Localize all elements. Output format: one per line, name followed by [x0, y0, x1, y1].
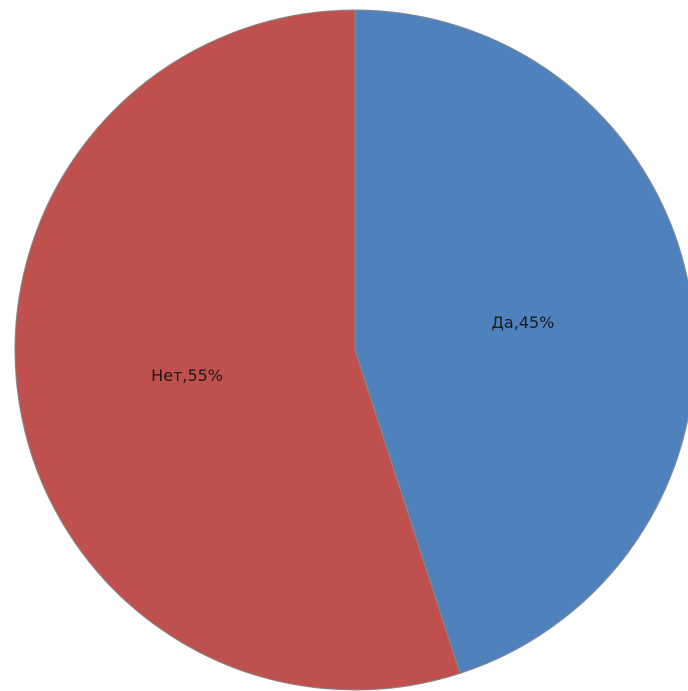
- pie-slice: [354, 9, 688, 674]
- data-label: Да,45%: [491, 313, 554, 332]
- pie-slice: [14, 9, 461, 691]
- data-label: Нет,55%: [151, 366, 223, 385]
